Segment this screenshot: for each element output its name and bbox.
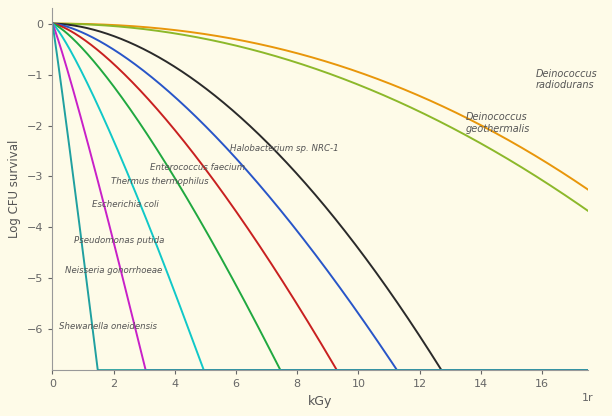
Text: 1r: 1r bbox=[582, 393, 594, 403]
Text: Thermus thermophilus: Thermus thermophilus bbox=[111, 177, 208, 186]
X-axis label: kGy: kGy bbox=[308, 395, 332, 408]
Text: Shewanella oneidensis: Shewanella oneidensis bbox=[59, 322, 157, 331]
Text: Enterococcus faecium: Enterococcus faecium bbox=[151, 163, 245, 172]
Text: Deinococcus
radiodurans: Deinococcus radiodurans bbox=[536, 69, 598, 90]
Y-axis label: Log CFU survival: Log CFU survival bbox=[9, 140, 21, 238]
Text: Deinococcus
geothermalis: Deinococcus geothermalis bbox=[466, 112, 530, 134]
Text: Neisseria gonorrhoeae: Neisseria gonorrhoeae bbox=[65, 266, 162, 275]
Text: Halobacterium sp. NRC-1: Halobacterium sp. NRC-1 bbox=[230, 144, 338, 153]
Text: Pseudomonas putida: Pseudomonas putida bbox=[74, 235, 164, 245]
Text: Escherichia coli: Escherichia coli bbox=[92, 200, 159, 209]
